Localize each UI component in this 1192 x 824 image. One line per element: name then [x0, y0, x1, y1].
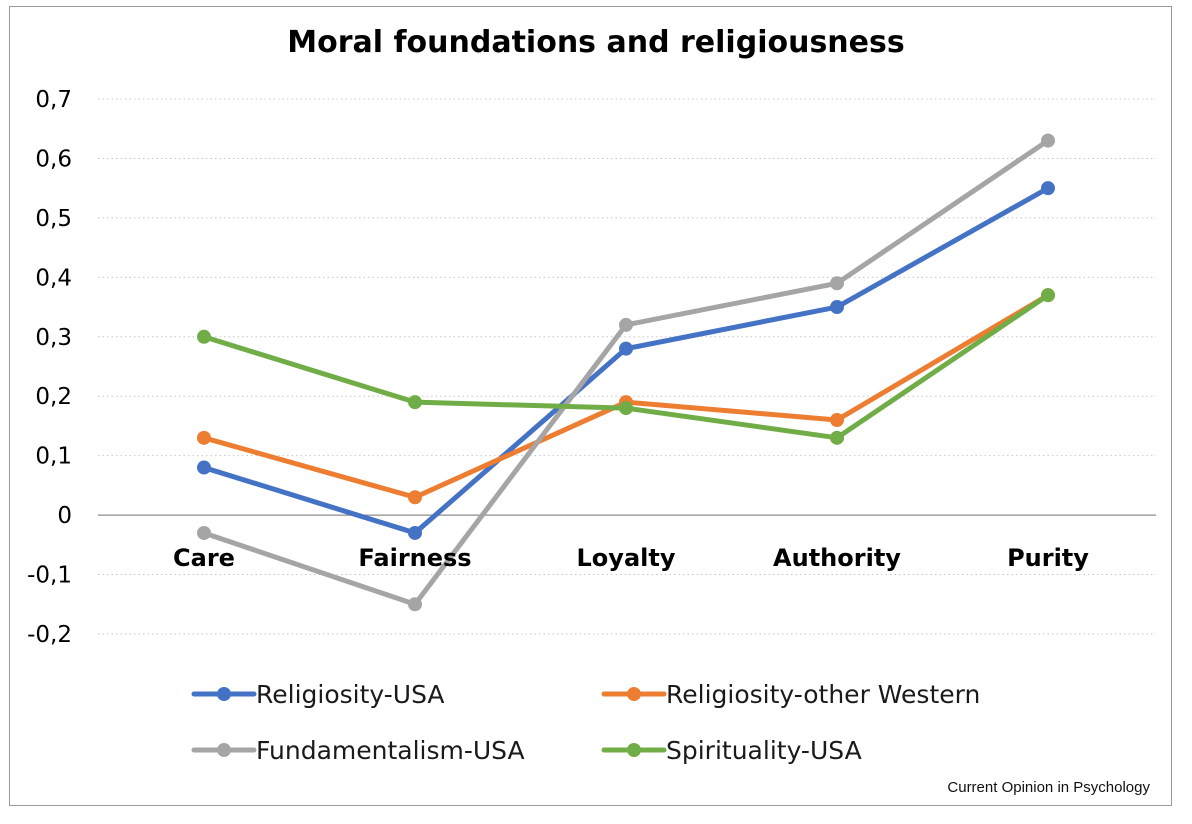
- data-point: [619, 401, 633, 416]
- y-tick-label: 0,7: [35, 87, 72, 113]
- y-axis-tick-labels: -0,2 -0,1 0 0,1 0,2 0,3 0,4 0,5 0,6 0,7: [27, 87, 72, 648]
- data-point: [1041, 133, 1055, 148]
- y-tick-label: 0,4: [35, 265, 72, 291]
- data-point: [408, 525, 422, 540]
- data-point: [1041, 288, 1055, 303]
- source-note: Current Opinion in Psychology: [947, 779, 1150, 796]
- data-point: [408, 395, 422, 410]
- data-point: [830, 276, 844, 291]
- y-tick-label: 0,3: [35, 325, 72, 351]
- x-tick-label: Loyalty: [577, 544, 676, 572]
- y-tick-label: 0,5: [35, 206, 72, 232]
- legend-label: Spirituality-USA: [666, 736, 862, 765]
- data-point: [197, 329, 211, 344]
- legend: Religiosity-USA Religiosity-other Western…: [191, 680, 980, 765]
- data-point: [830, 430, 844, 445]
- y-tick-label: 0,1: [35, 444, 72, 470]
- x-tick-label: Care: [173, 544, 235, 572]
- chart-title: Moral foundations and religiousness: [287, 25, 904, 60]
- y-tick-label: 0,2: [35, 384, 72, 410]
- legend-marker: [217, 743, 231, 757]
- series-points: [197, 133, 1055, 612]
- data-point: [408, 597, 422, 612]
- series-line: [201, 292, 1051, 441]
- data-point: [619, 341, 633, 356]
- series-line: [201, 185, 1051, 536]
- data-point: [197, 525, 211, 540]
- data-point: [197, 460, 211, 475]
- legend-label: Fundamentalism-USA: [256, 736, 525, 765]
- data-point: [830, 300, 844, 315]
- data-point: [619, 317, 633, 332]
- y-tick-label: 0: [57, 503, 72, 529]
- legend-marker: [627, 743, 641, 757]
- x-tick-label: Authority: [773, 544, 901, 572]
- legend-label: Religiosity-other Western: [666, 680, 980, 709]
- y-tick-label: 0,6: [35, 146, 72, 172]
- legend-label: Religiosity-USA: [256, 680, 445, 709]
- legend-marker: [217, 687, 231, 701]
- series-lines: [201, 138, 1051, 607]
- data-point: [830, 413, 844, 427]
- x-tick-label: Fairness: [358, 544, 471, 572]
- data-point: [197, 430, 211, 445]
- x-tick-label: Purity: [1007, 544, 1089, 572]
- x-axis-tick-labels: Care Fairness Loyalty Authority Purity: [173, 544, 1089, 572]
- y-tick-label: -0,1: [27, 563, 72, 589]
- data-point: [408, 490, 422, 505]
- legend-marker: [627, 687, 641, 701]
- y-tick-label: -0,2: [27, 622, 72, 648]
- data-point: [1041, 181, 1055, 196]
